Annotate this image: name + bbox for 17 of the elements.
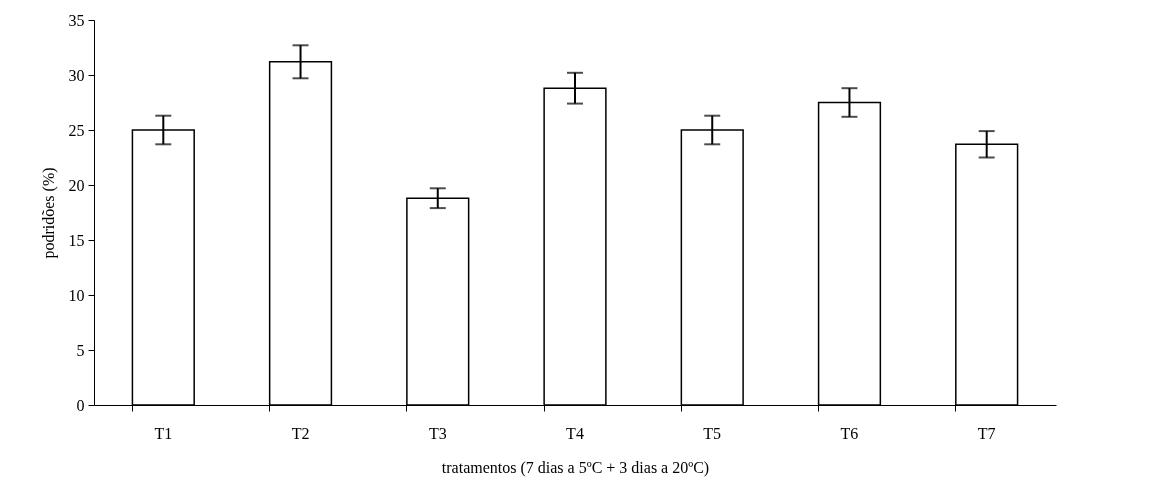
y-axis-title: podridões (%) (39, 167, 58, 259)
x-axis-title: tratamentos (7 dias a 5ºC + 3 dias a 20ºC) (441, 458, 710, 477)
y-tick-label: 20 (68, 176, 85, 194)
y-tick-label: 0 (76, 396, 85, 414)
x-tick-label: T5 (703, 424, 722, 442)
y-tick-label: 5 (76, 341, 85, 359)
x-tick-label: T2 (291, 424, 310, 442)
x-tick-label: T3 (428, 424, 447, 442)
x-tick-label: T1 (154, 424, 173, 442)
y-tick-label: 10 (68, 286, 85, 304)
x-tick-label: T7 (977, 424, 996, 442)
x-tick-label: T6 (840, 424, 859, 442)
y-tick-label: 30 (68, 66, 85, 84)
y-tick-label: 25 (68, 121, 85, 139)
y-tick-label: 15 (68, 231, 85, 249)
y-tick-label: 35 (68, 11, 85, 29)
x-tick-label: T4 (566, 424, 584, 442)
